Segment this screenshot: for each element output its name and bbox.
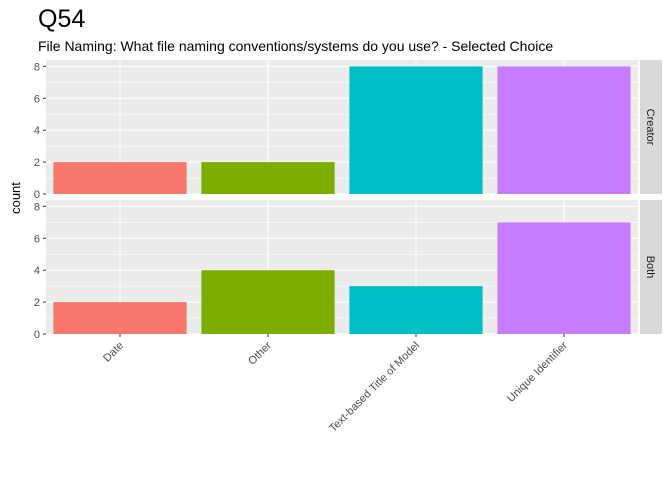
y-tick-label: 8 [34, 201, 40, 213]
x-tick-label: Other [246, 339, 274, 367]
facet-panel-both: 0 2 4 6 8 Both [34, 200, 662, 341]
bar-creator-3 [349, 66, 483, 194]
y-tick-label: 0 [34, 189, 40, 201]
facet-panels: 0 2 4 6 8 Creator 0 2 4 6 8 Both [34, 60, 662, 341]
y-tick-label: 2 [34, 157, 40, 169]
bar-both-2 [201, 270, 335, 334]
bar-creator-4 [497, 66, 631, 194]
facet-strip [640, 200, 662, 334]
facet-strip-label: Creator [644, 109, 656, 146]
x-tick-label: Text-based Title of Model [327, 340, 422, 435]
y-tick-label: 0 [34, 329, 40, 341]
bar-both-1 [53, 302, 187, 334]
bar-both-3 [349, 286, 483, 334]
facet-panel-creator: 0 2 4 6 8 Creator [34, 60, 662, 201]
bar-creator-1 [53, 162, 187, 194]
bar-creator-2 [201, 162, 335, 194]
y-tick-label: 4 [34, 125, 40, 137]
y-tick-label: 6 [34, 93, 40, 105]
x-tick-label: Date [101, 340, 126, 365]
facet-strip-label: Both [644, 256, 656, 279]
chart-title: Q54 [38, 5, 85, 33]
y-tick-label: 8 [34, 61, 40, 73]
y-tick-label: 2 [34, 297, 40, 309]
x-axis-tick-labels: Date Other Text-based Title of Model Unique… [101, 334, 570, 435]
y-axis-title: count [8, 182, 23, 214]
bar-both-4 [497, 222, 631, 334]
y-tick-label: 4 [34, 265, 40, 277]
y-tick-label: 6 [34, 233, 40, 245]
facet-strip [640, 60, 662, 194]
chart-subtitle: File Naming: What file naming convention… [38, 38, 553, 54]
x-tick-label: Unique Identifier [505, 339, 570, 404]
